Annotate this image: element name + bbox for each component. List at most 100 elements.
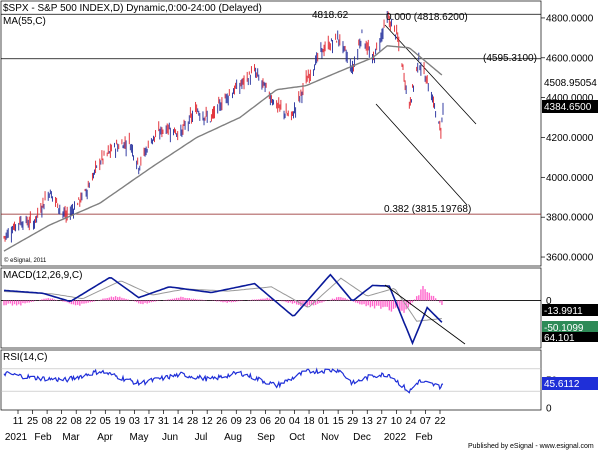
x-day-label: 22 [85, 416, 97, 427]
macd-hist-bar [218, 300, 220, 302]
macd-hist-bar [144, 300, 146, 303]
macd-hist-bar [110, 296, 113, 301]
macd-hist-bar [340, 297, 342, 301]
macd-hist-bar [180, 296, 182, 301]
macd-hist-bar [375, 300, 378, 306]
macd-hist-bar [188, 298, 190, 301]
macd-hist-bar [150, 300, 153, 303]
macd-hist-bar [344, 298, 346, 301]
macd-hist-bar [45, 298, 47, 301]
x-day-label: 27 [376, 416, 388, 427]
macd-hist-bar [228, 300, 230, 303]
macd-hist-bar [28, 300, 30, 303]
macd-hist-bar [251, 299, 254, 301]
macd-hist-bar [283, 300, 285, 302]
macd-hist-bar [30, 300, 33, 302]
macd-value-badge: -13.9911 [542, 304, 598, 317]
macd-hist-bar [260, 298, 262, 301]
macd-hist-bar [41, 299, 43, 301]
macd-hist-bar [127, 299, 129, 301]
x-day-label: 22 [434, 416, 446, 427]
macd-hist-bar [148, 300, 150, 303]
macd-hist-bar [399, 300, 401, 314]
macd-hist-bar [289, 300, 292, 303]
x-day-label: 14 [173, 416, 185, 427]
x-day-label: 07 [420, 416, 432, 427]
macd-hist-bar [365, 300, 367, 307]
x-day-label: 17 [143, 416, 155, 427]
x-day-label: 08 [42, 416, 54, 427]
rsi-value: 45.6112 [544, 379, 580, 390]
x-day-label: 12 [202, 416, 214, 427]
macd-hist-bar [93, 300, 96, 302]
x-day-label: 22 [56, 416, 68, 427]
macd-hist-bar [413, 299, 416, 301]
macd-hist-bar [415, 296, 418, 301]
macd-hist-bar [186, 298, 188, 301]
macd-hist-bar [264, 298, 266, 301]
x-day-label: 23 [245, 416, 257, 427]
macd-hist-bar [192, 298, 195, 301]
macd-hist-bar [142, 300, 144, 305]
x-day-label: 13 [362, 416, 374, 427]
macd-hist-bar [194, 299, 197, 301]
macd-hist-bar [424, 289, 426, 301]
macd-hist-bar [100, 299, 102, 301]
x-day-label: 06 [260, 416, 272, 427]
macd-hist-bar [403, 300, 405, 313]
macd-hist-bar [302, 300, 304, 305]
fib-382-label: 0.382 (3815.19768) [384, 204, 471, 215]
macd-hist-bar [380, 300, 382, 309]
macd-hist-bar [18, 300, 20, 305]
macd-hist-bar [7, 300, 9, 304]
macd-hist-bar [426, 292, 428, 301]
macd-hist-bar [9, 300, 12, 304]
macd-hist-bar [390, 300, 393, 312]
macd-hist-bar [22, 300, 24, 304]
last-price-badge: 4384.6500 [542, 100, 598, 113]
macd-hist-bar [13, 300, 16, 305]
macd-line [3, 273, 443, 346]
macd-hist-bar [270, 298, 273, 301]
macd-hist-bar [371, 300, 374, 307]
macd-hist-bar [167, 299, 169, 301]
macd-signal-badge: -50.1099 [542, 321, 598, 334]
rsi-value-badge: 45.6112 [542, 377, 598, 390]
macd-hist-bar [220, 300, 222, 302]
macd-hist-bar [308, 300, 310, 306]
macd-hist-bar [26, 300, 28, 303]
macd-hist-bar [293, 300, 296, 304]
macd-hist-bar [432, 295, 435, 301]
price-y-tick-label: 4600.0000 [546, 53, 594, 64]
x-day-label: 15 [333, 416, 345, 427]
macd-hist-bar [53, 299, 56, 301]
x-day-label: 28 [187, 416, 199, 427]
macd-hist-bar [325, 300, 327, 301]
peak-value-label: 4818.62 [312, 10, 349, 21]
ma-line [3, 45, 443, 252]
macd-hist-bar [373, 300, 376, 309]
price-y-tick-label: 4800.0000 [546, 13, 594, 24]
macd-hist-bar [369, 300, 372, 308]
macd-hist-bar [287, 300, 289, 303]
rsi-y-tick-label: 0 [546, 404, 552, 415]
macd-hist-bar [357, 300, 359, 304]
x-day-label: 01 [318, 416, 330, 427]
macd-layer [1, 273, 541, 346]
macd-hist-bar [154, 300, 157, 302]
macd-hist-bar [255, 299, 258, 301]
x-month-label: Oct [289, 432, 305, 443]
macd-hist-bar [409, 300, 412, 305]
macd-hist-bar [74, 300, 77, 306]
macd-hist-bar [81, 300, 83, 304]
x-day-label: 05 [100, 416, 112, 427]
macd-hist-bar [125, 298, 127, 301]
channel-lower-line [375, 103, 468, 206]
macd-hist-bar [171, 298, 174, 301]
macd-hist-bar [333, 298, 336, 301]
x-day-label: 24 [405, 416, 417, 427]
macd-hist-bar [363, 300, 365, 305]
channel-upper-line [384, 24, 477, 125]
x-day-label: 18 [303, 416, 315, 427]
